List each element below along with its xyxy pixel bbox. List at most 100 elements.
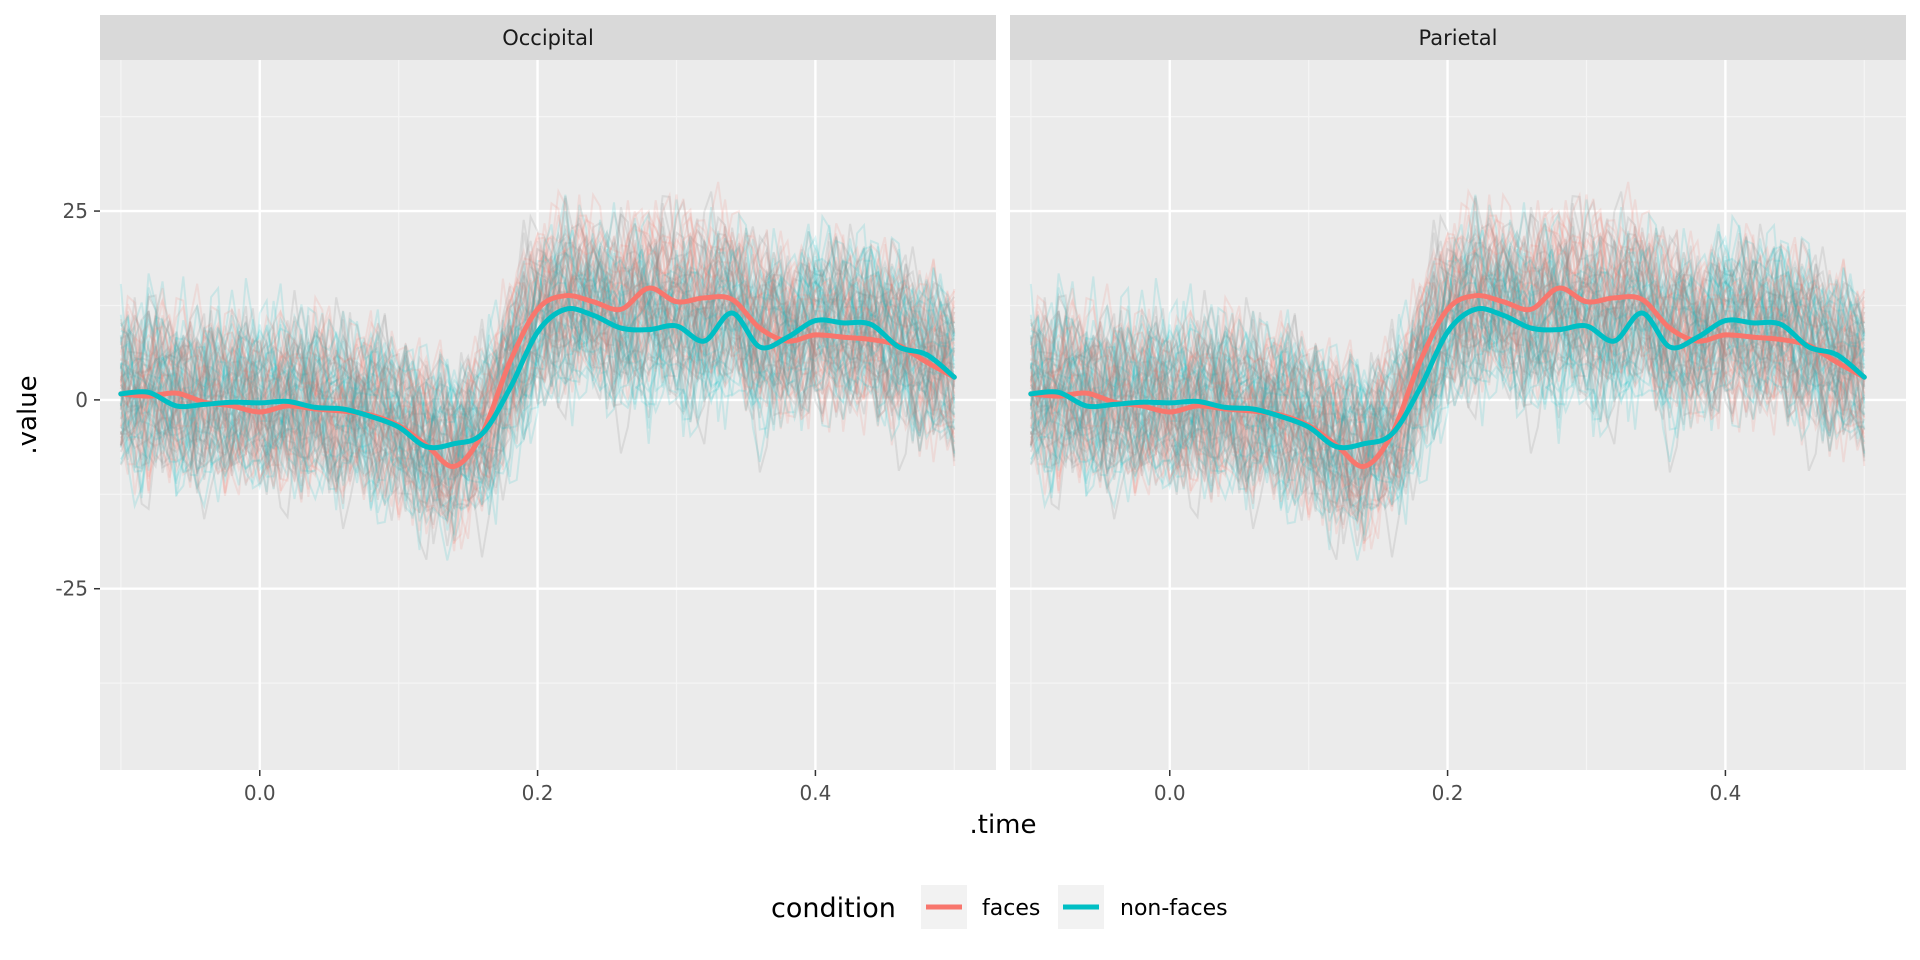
trial-trace	[119, 198, 956, 449]
trial-trace	[1029, 267, 1866, 491]
trial-trace	[1030, 242, 1866, 545]
trial-trace	[120, 236, 956, 478]
trial-trace	[1030, 209, 1866, 482]
trial-trace	[119, 265, 956, 470]
trial-trace	[1029, 223, 1866, 441]
trial-trace	[119, 254, 956, 536]
trial-trace	[119, 236, 956, 488]
trial-trace	[119, 284, 956, 561]
trial-trace	[119, 239, 955, 507]
trial-trace	[1029, 240, 1866, 445]
x-tick-label: 0.4	[1710, 781, 1742, 805]
legend-title: condition	[771, 893, 896, 924]
gridlines-parietal	[1010, 60, 1906, 770]
trial-trace	[120, 242, 956, 545]
trial-trace	[1029, 277, 1866, 524]
trial-trace	[1029, 198, 1866, 449]
trial-trace	[1030, 236, 1866, 478]
legend-item-faces: faces	[921, 885, 1040, 929]
panel-parietal: Parietal 0.0 0.2 0.4	[1010, 15, 1906, 805]
x-tick-label: 0.4	[800, 781, 832, 805]
x-ticks-parietal: 0.0 0.2 0.4	[1154, 770, 1741, 805]
trial-trace	[1029, 290, 1866, 561]
plot-area-occipital	[100, 60, 996, 770]
legend-item-non-faces: non-faces	[1058, 885, 1228, 929]
trial-trace	[119, 218, 955, 510]
y-axis-title: .value	[13, 375, 43, 454]
trial-trace	[119, 318, 956, 520]
trial-trace	[119, 292, 956, 514]
trial-trace	[120, 286, 956, 551]
trial-trace	[1029, 226, 1866, 465]
trial-trace	[119, 274, 956, 540]
trial-trace	[119, 227, 956, 476]
trial-trace	[1029, 229, 1866, 485]
trial-trace	[1029, 244, 1865, 489]
trial-trace	[119, 290, 956, 561]
trial-trace	[119, 239, 956, 485]
trial-trace	[1030, 234, 1866, 535]
trial-trace	[1029, 292, 1866, 514]
trial-trace	[1030, 309, 1866, 514]
trial-trace	[1029, 254, 1866, 536]
trial-trace	[1029, 211, 1866, 434]
trial-trace	[1029, 239, 1866, 485]
trial-trace	[119, 219, 956, 464]
trial-trace	[1029, 306, 1866, 529]
trial-trace	[119, 223, 956, 441]
trial-trace	[119, 220, 956, 471]
trial-trace	[119, 229, 956, 485]
trial-trace	[1029, 248, 1865, 479]
x-tick-label: 0.0	[244, 781, 276, 805]
trial-trace	[119, 244, 956, 451]
trial-trace	[119, 257, 956, 516]
trial-trace	[1029, 276, 1866, 505]
trial-trace	[120, 234, 956, 535]
series-line-non-faces	[118, 306, 957, 451]
legend: condition faces non-faces	[771, 885, 1228, 929]
trial-trace	[1029, 277, 1866, 526]
trial-trace	[1030, 241, 1865, 508]
trial-trace	[119, 211, 956, 434]
trial-trace	[1029, 194, 1866, 474]
trial-trace	[120, 209, 956, 482]
trial-trace	[119, 261, 956, 522]
trial-trace	[1029, 219, 1866, 464]
trial-trace	[119, 320, 956, 512]
series-line-faces	[1028, 285, 1867, 469]
trial-trace	[1029, 220, 1866, 471]
trial-trace	[1029, 322, 1866, 531]
y-tick-label: 25	[63, 199, 88, 223]
trial-trace	[1029, 227, 1866, 426]
legend-label-faces: faces	[982, 896, 1040, 921]
trial-trace	[1029, 267, 1865, 513]
trial-trace	[1029, 194, 1866, 490]
trial-trace	[119, 226, 956, 467]
series-line-faces	[118, 285, 957, 469]
trial-trace	[119, 319, 956, 518]
strip-label-occipital: Occipital	[502, 26, 594, 50]
panel-occipital: Occipital 0.0 0.2 0.4	[100, 15, 996, 805]
trial-trace	[1029, 234, 1866, 450]
trial-trace	[1029, 191, 1866, 469]
trial-trace	[119, 240, 956, 445]
trial-trace	[1029, 217, 1866, 506]
y-ticks: 25 0 -25	[55, 199, 100, 601]
trial-traces-parietal	[1029, 181, 1866, 561]
x-tick-label: 0.0	[1154, 781, 1186, 805]
strip-label-parietal: Parietal	[1419, 26, 1498, 50]
trial-trace	[119, 248, 955, 479]
trial-trace	[119, 267, 956, 491]
trial-trace	[119, 241, 956, 443]
trial-trace	[119, 277, 956, 524]
trial-trace	[1029, 210, 1866, 449]
trial-trace	[119, 194, 956, 486]
trial-trace	[119, 244, 955, 489]
trial-trace	[1029, 320, 1866, 512]
y-tick-label: 0	[75, 388, 88, 412]
trial-trace	[119, 227, 956, 426]
y-tick-label: -25	[55, 577, 88, 601]
trial-trace	[1029, 319, 1866, 518]
trial-trace	[1029, 265, 1866, 470]
